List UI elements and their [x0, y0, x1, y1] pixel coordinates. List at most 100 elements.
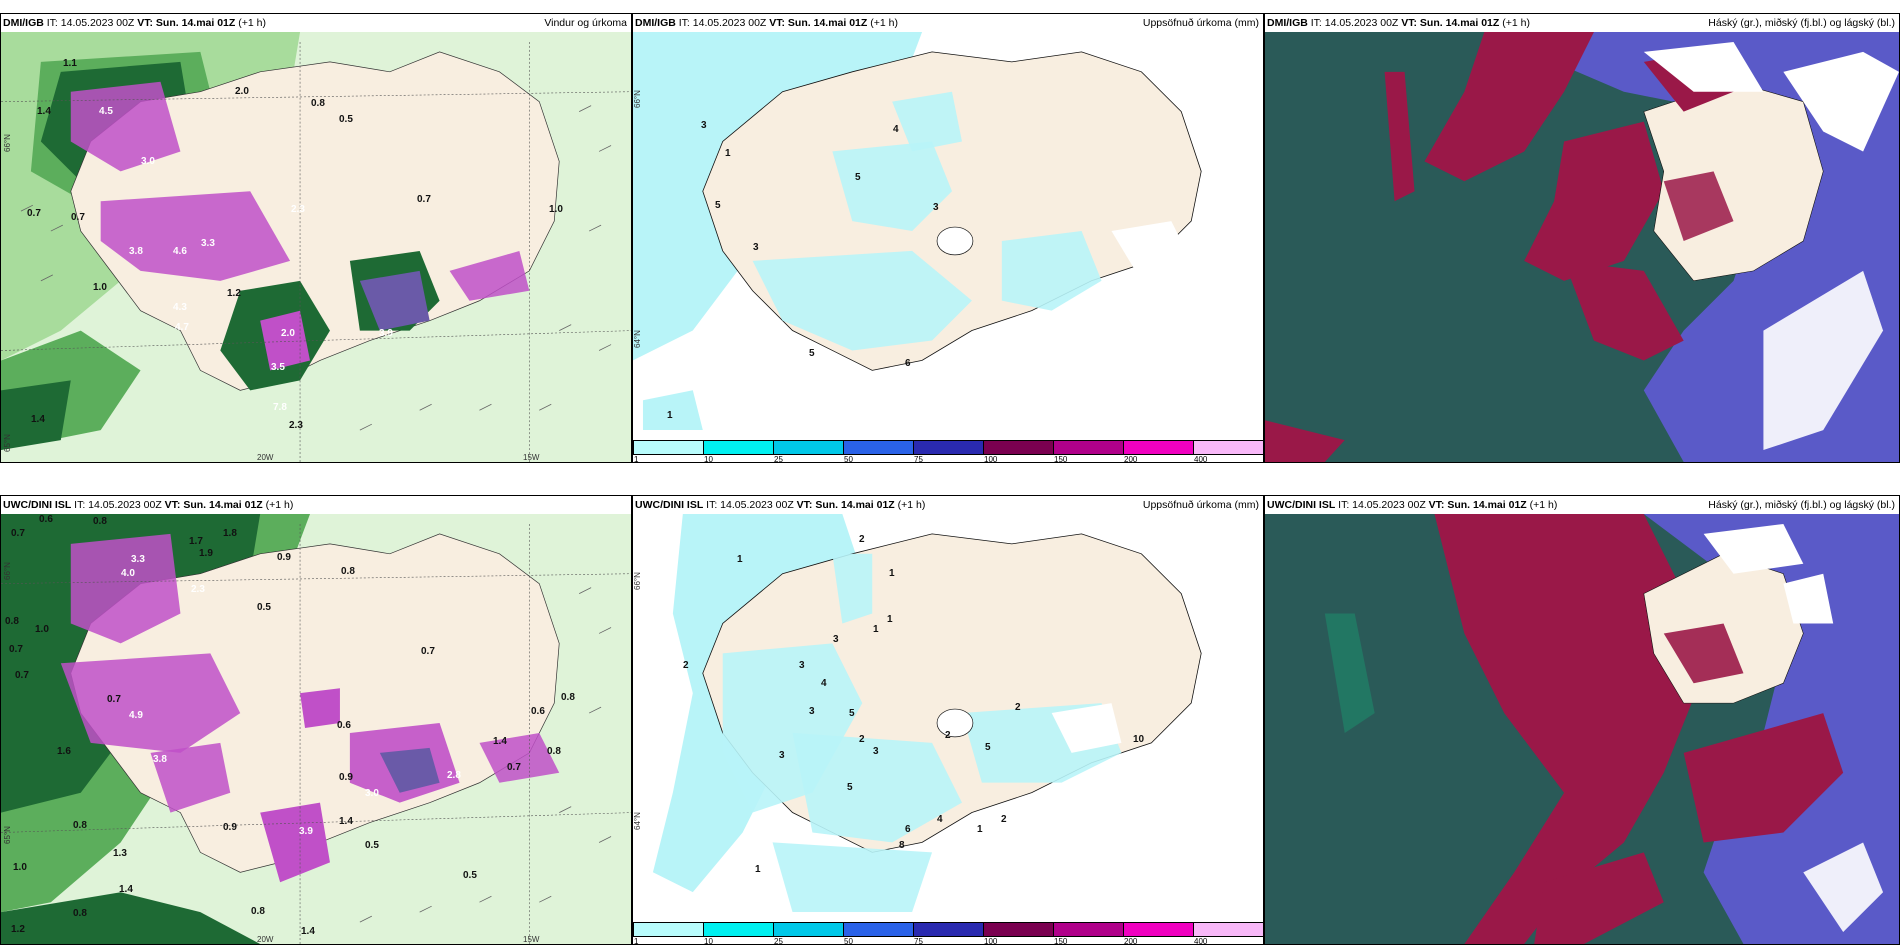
model-name: UWC/DINI ISL: [635, 499, 704, 511]
value-label: 7.8: [273, 402, 287, 413]
value-label: 1.0: [93, 282, 107, 293]
wind-map-svg: [1, 514, 631, 944]
valid-time: VT: Sun. 14.mai 01Z: [164, 499, 263, 511]
value-label: 1.6: [57, 746, 71, 757]
value-label: 3.8: [153, 754, 167, 765]
lead-time: (+1 h): [1529, 499, 1558, 511]
legend-swatch: [633, 922, 704, 937]
model-name: UWC/DINI ISL: [1267, 499, 1336, 511]
lat-label-66: 66°N: [3, 562, 12, 580]
legend-swatch: [983, 440, 1054, 455]
value-label: 1: [667, 410, 673, 421]
value-label: 1: [755, 864, 761, 875]
wind-precip-map: 0.7 0.6 0.8 1.7 1.9 1.8 0.9 0.8 0.7 2.3 …: [1, 514, 631, 944]
value-label: 2: [1001, 814, 1007, 825]
value-label: 2.3: [291, 204, 305, 215]
init-time: IT: 14.05.2023 00Z: [706, 499, 794, 511]
value-label: 3.0: [141, 156, 155, 167]
value-label: 2: [859, 534, 865, 545]
value-label: 3.9: [379, 328, 393, 339]
value-label: 0.8: [93, 516, 107, 527]
lat-label-64: 64°N: [633, 330, 642, 348]
value-label: 3: [799, 660, 805, 671]
value-label: 2: [859, 734, 865, 745]
value-label: 1.0: [35, 624, 49, 635]
legend-tick: 150: [1054, 937, 1068, 945]
value-label: 1.4: [37, 106, 51, 117]
lead-time: (+1 h): [265, 499, 294, 511]
value-label: 2.0: [281, 328, 295, 339]
legend-swatch: [633, 440, 704, 455]
value-label: 1: [977, 824, 983, 835]
value-label: 1: [725, 148, 731, 159]
lon-label-20w: 20W: [257, 935, 274, 944]
value-label: 4.5: [99, 106, 113, 117]
wind-map-svg: [1, 32, 631, 462]
value-label: 3: [873, 746, 879, 757]
bottom-accum-frame: UWC/DINI ISL IT: 14.05.2023 00Z VT: Sun.…: [632, 495, 1264, 945]
value-label: 0.5: [463, 870, 477, 881]
value-label: 2.8: [447, 770, 461, 781]
precip-legend: 1 10 25 50 75 100 150 200 400: [633, 440, 1263, 462]
top-wind-panel: DMI/IGB IT: 14.05.2023 00Z VT: Sun. 14.m…: [0, 13, 632, 463]
panel-header: DMI/IGB IT: 14.05.2023 00Z VT: Sun. 14.m…: [633, 14, 1263, 32]
init-time: IT: 14.05.2023 00Z: [678, 17, 767, 29]
value-label: 1.3: [113, 848, 127, 859]
value-label: 1.2: [11, 924, 25, 935]
value-label: 0.6: [531, 706, 545, 717]
value-label: 0.8: [311, 98, 325, 109]
legend-tick: 100: [984, 455, 998, 463]
value-label: 0.7: [9, 644, 23, 655]
value-label: 2.0: [235, 86, 249, 97]
value-label: 1.0: [13, 862, 27, 873]
model-name: DMI/IGB: [1267, 17, 1308, 29]
legend-swatch: [843, 440, 914, 455]
top-cloud-panel: DMI/IGB IT: 14.05.2023 00Z VT: Sun. 14.m…: [1264, 13, 1900, 463]
value-label: 3: [779, 750, 785, 761]
lead-time: (+1 h): [897, 499, 926, 511]
bottom-accum-panel: UWC/DINI ISL IT: 14.05.2023 00Z VT: Sun.…: [632, 495, 1264, 945]
legend-tick: 100: [984, 937, 998, 945]
legend-tick: 10: [704, 937, 713, 945]
value-label: 5: [855, 172, 861, 183]
value-label: 2.3: [289, 420, 303, 431]
model-name: DMI/IGB: [3, 17, 44, 29]
value-label: 5: [849, 708, 855, 719]
value-label: 3: [701, 120, 707, 131]
top-wind-frame: DMI/IGB IT: 14.05.2023 00Z VT: Sun. 14.m…: [0, 13, 632, 463]
value-label: 6: [905, 358, 911, 369]
value-label: 0.9: [339, 772, 353, 783]
value-label: 3: [753, 242, 759, 253]
lon-label-20w: 20W: [257, 453, 274, 462]
value-label: 1: [887, 614, 893, 625]
value-label: 0.7: [15, 670, 29, 681]
product-title: Uppsöfnuð úrkoma (mm): [1142, 499, 1259, 511]
product-title: Vindur og úrkoma: [544, 17, 627, 29]
lat-label-64: 64°N: [633, 812, 642, 830]
value-label: 0.8: [341, 566, 355, 577]
value-label: 6: [905, 824, 911, 835]
product-title: Háský (gr.), miðský (fj.bl.) og lágský (…: [1708, 499, 1895, 511]
value-label: 1.4: [493, 736, 507, 747]
panel-header: DMI/IGB IT: 14.05.2023 00Z VT: Sun. 14.m…: [1265, 14, 1899, 32]
value-label: 1.4: [339, 816, 353, 827]
lead-time: (+1 h): [238, 17, 266, 29]
top-accum-frame: DMI/IGB IT: 14.05.2023 00Z VT: Sun. 14.m…: [632, 13, 1264, 463]
lead-time: (+1 h): [1502, 17, 1530, 29]
legend-swatch: [1123, 440, 1194, 455]
panel-header: DMI/IGB IT: 14.05.2023 00Z VT: Sun. 14.m…: [1, 14, 631, 32]
product-title: Uppsöfnuð úrkoma (mm): [1142, 17, 1259, 29]
legend-tick: 50: [844, 455, 853, 463]
value-label: 1: [889, 568, 895, 579]
value-label: 4.3: [173, 302, 187, 313]
lat-label-66: 66°N: [633, 90, 642, 108]
value-label: 0.5: [365, 840, 379, 851]
value-label: 0.8: [251, 906, 265, 917]
value-label: 1.4: [301, 926, 315, 937]
value-label: 5: [985, 742, 991, 753]
valid-time: VT: Sun. 14.mai 01Z: [769, 17, 868, 29]
init-time: IT: 14.05.2023 00Z: [74, 499, 162, 511]
top-accum-panel: DMI/IGB IT: 14.05.2023 00Z VT: Sun. 14.m…: [632, 13, 1264, 463]
value-label: 0.7: [11, 528, 25, 539]
legend-tick: 50: [844, 937, 853, 945]
